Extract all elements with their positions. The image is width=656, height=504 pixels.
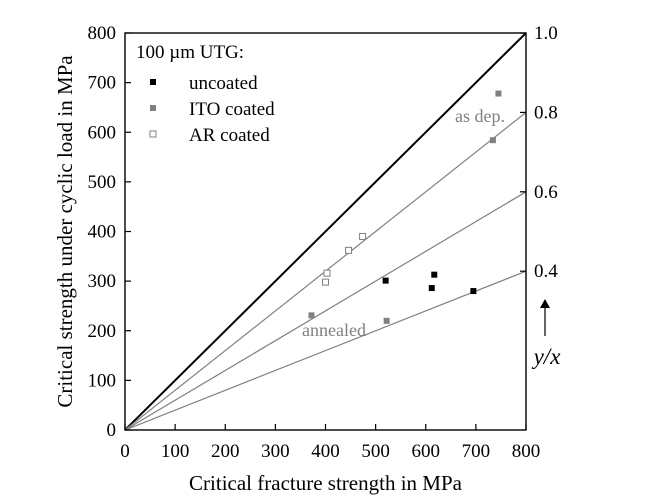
legend-entry: AR coated <box>189 125 270 146</box>
x-tick-label: 500 <box>361 441 390 462</box>
legend-entry: uncoated <box>189 73 258 94</box>
x-tick-label: 800 <box>512 441 541 462</box>
point-ito-coated <box>495 90 502 97</box>
point-uncoated <box>382 277 389 284</box>
point-ar-coated <box>322 278 329 286</box>
ratio-line-0-4 <box>124 270 527 431</box>
point-uncoated <box>431 271 438 278</box>
y-tick-label: 100 <box>88 370 117 391</box>
y-tick-label: 600 <box>88 122 117 143</box>
point-uncoated <box>470 288 477 295</box>
ratio-line-1 <box>124 32 527 431</box>
y-tick-label: 700 <box>88 73 117 94</box>
y-axis-title: Critical strength under cyclic load in M… <box>53 55 77 408</box>
annotation-asdep: as dep. <box>455 106 505 126</box>
legend-title: 100 µm UTG: <box>136 42 244 63</box>
arrow-head-icon <box>540 299 550 308</box>
x-tick-label: 300 <box>261 441 290 462</box>
ratio-axis-label: y/x <box>532 344 562 369</box>
y-tick-label: 400 <box>88 222 117 243</box>
ratio-axis-title: y/x <box>532 299 562 369</box>
x-tick-label: 100 <box>161 441 190 462</box>
x-axis-title: Critical fracture strength in MPa <box>189 471 463 495</box>
ratio-tick-label: 0.6 <box>534 182 558 203</box>
legend-marker <box>150 79 156 85</box>
point-ito-coated <box>489 137 496 144</box>
legend-marker <box>149 130 157 138</box>
x-tick-label: 700 <box>462 441 491 462</box>
y-tick-label: 300 <box>88 271 117 292</box>
legend: 100 µm UTG: uncoated ITO coated AR coated <box>136 42 275 146</box>
y-tick-label: 0 <box>107 420 117 441</box>
annotation-annealed: annealed <box>302 320 366 340</box>
point-uncoated <box>428 285 435 292</box>
ratio-tick-label: 1.0 <box>534 23 558 44</box>
point-ito-coated <box>383 317 390 324</box>
point-ar-coated <box>323 269 331 277</box>
y-tick-label: 800 <box>88 23 117 44</box>
ratio-tick-label: 0.4 <box>534 261 558 282</box>
point-ar-coated <box>359 232 367 240</box>
x-tick-label: 200 <box>211 441 240 462</box>
x-tick-label: 400 <box>311 441 340 462</box>
y-tick-label: 200 <box>88 321 117 342</box>
point-ar-coated <box>345 246 353 254</box>
ratio-tick-label: 0.8 <box>534 102 558 123</box>
point-ito-coated <box>308 312 315 319</box>
legend-marker <box>150 105 156 111</box>
y-tick-label: 500 <box>88 172 117 193</box>
x-tick-label: 600 <box>412 441 441 462</box>
legend-entry: ITO coated <box>189 99 275 120</box>
x-tick-label: 0 <box>120 441 130 462</box>
ratio-line-0-6 <box>124 191 527 431</box>
